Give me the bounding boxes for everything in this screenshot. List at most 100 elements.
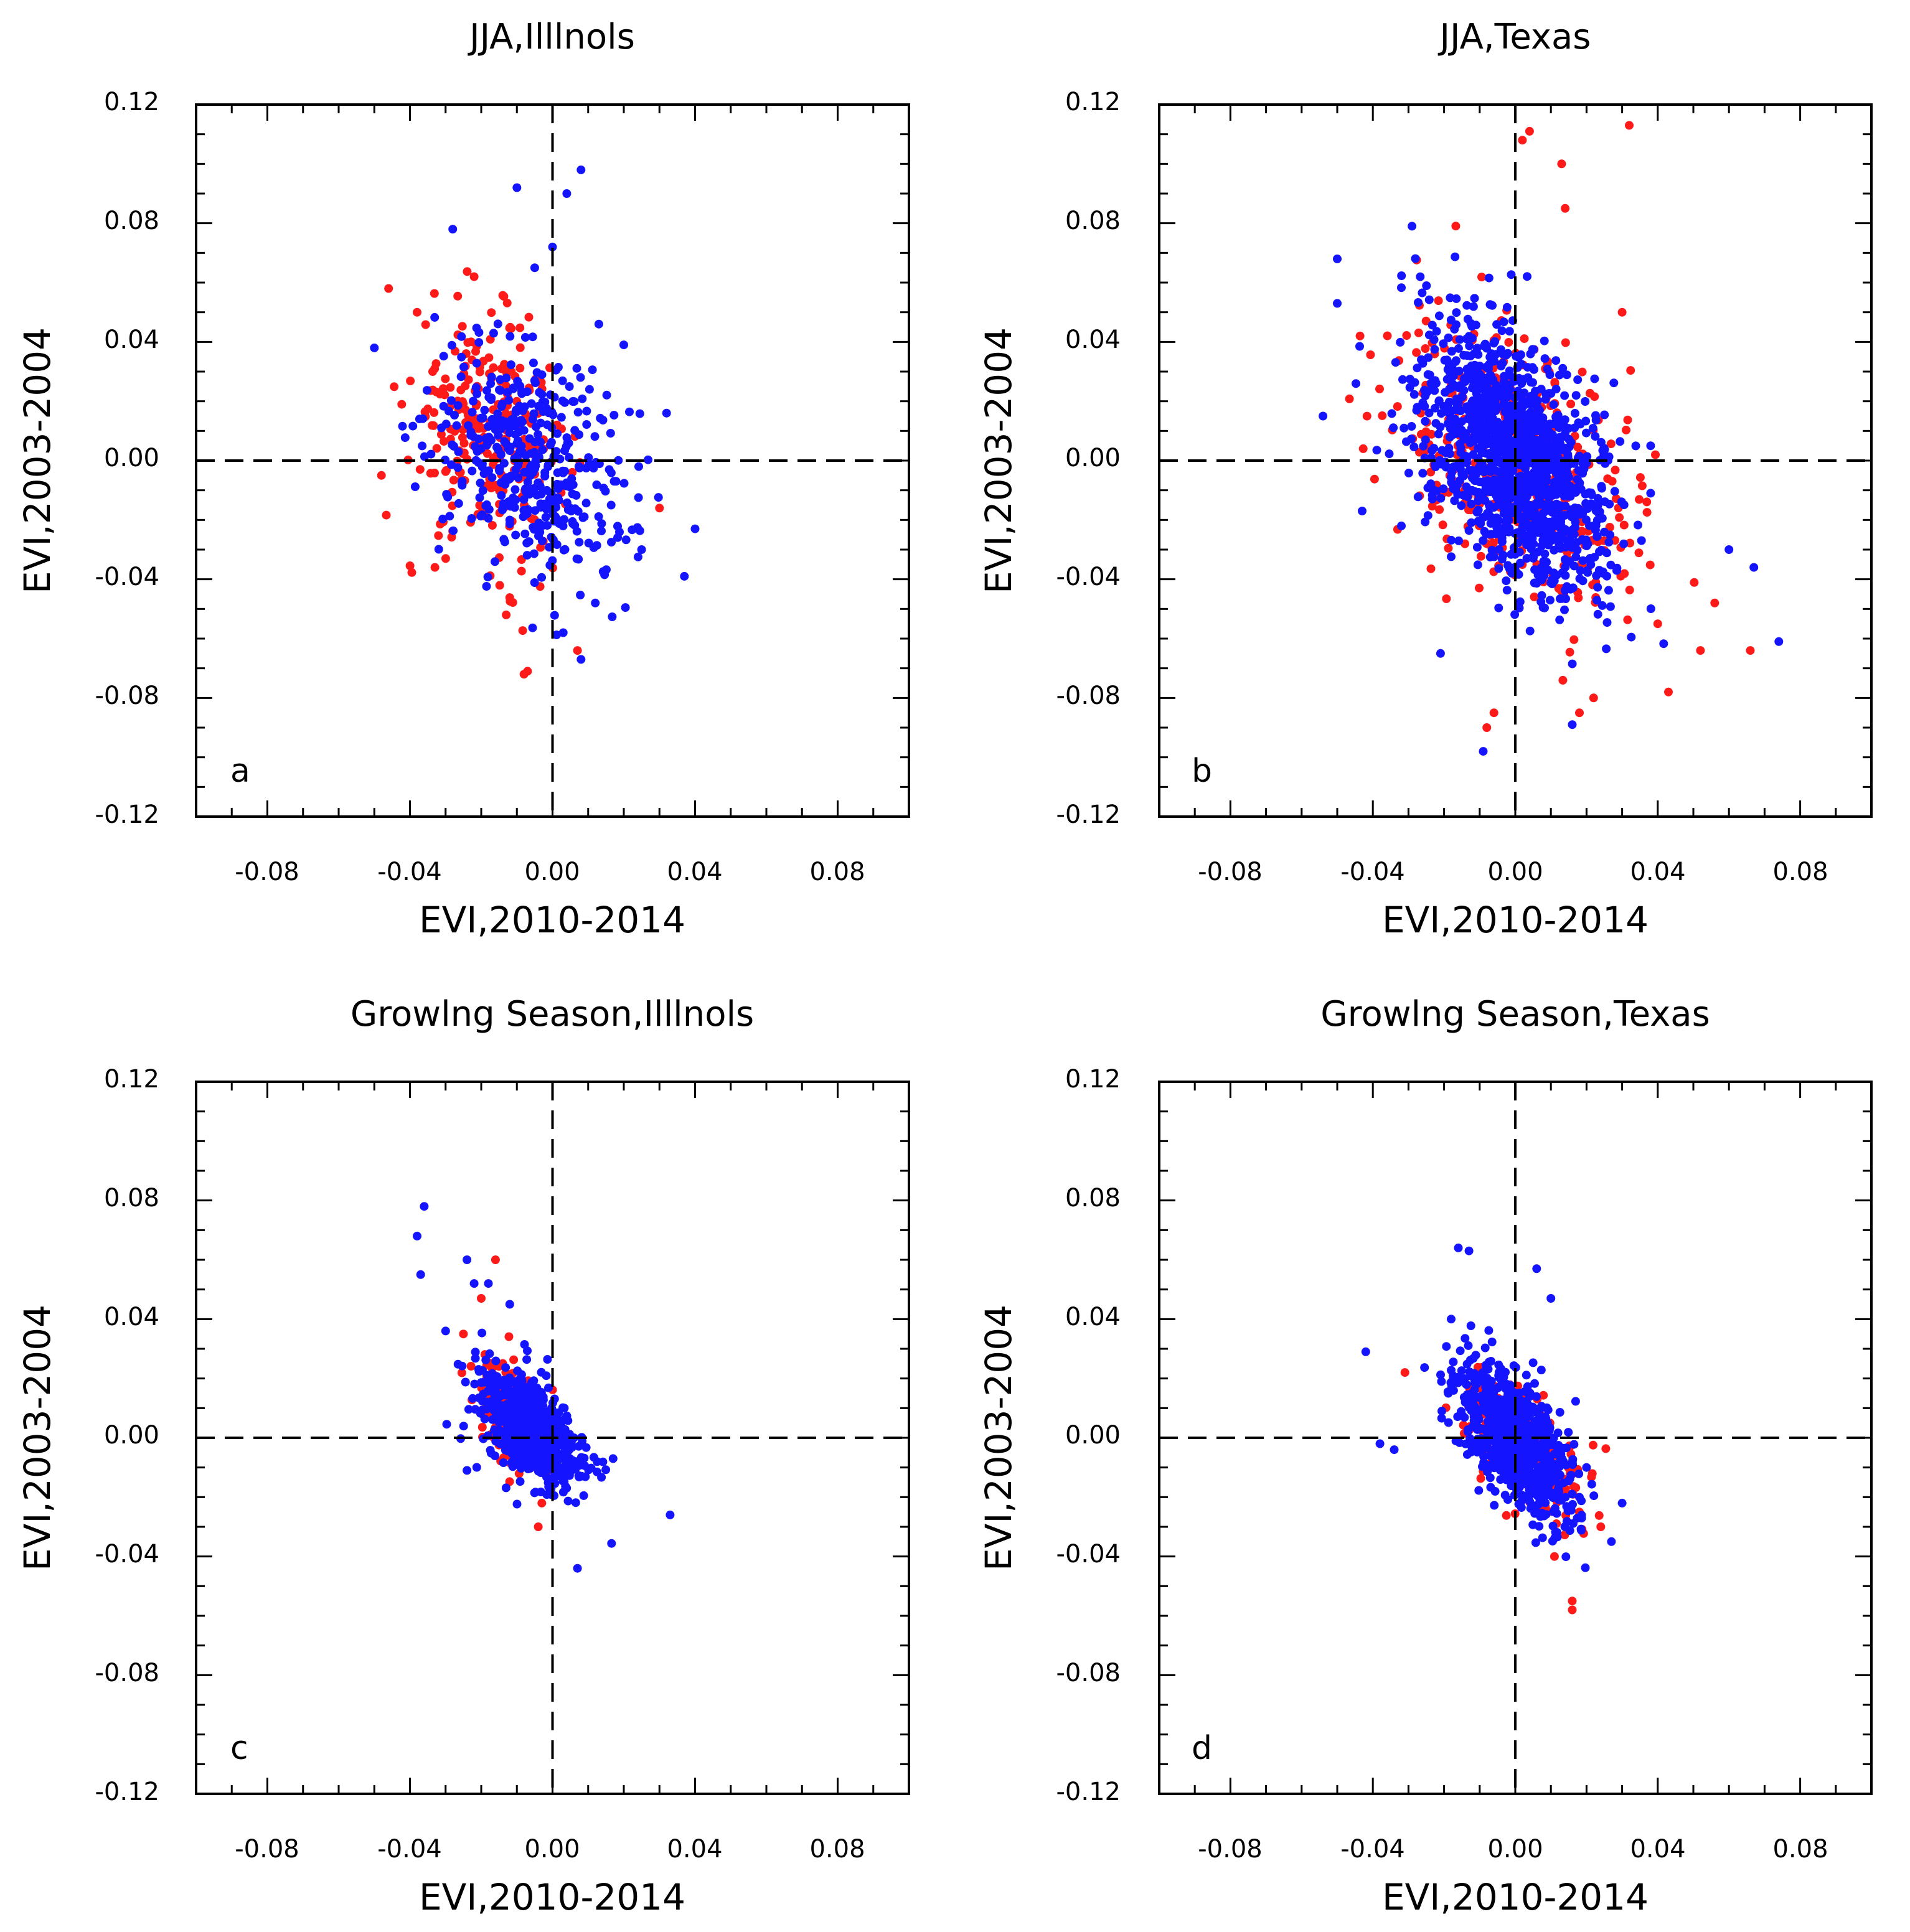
panel-d-points bbox=[1361, 1243, 1627, 1615]
panel-b-blue-point bbox=[1531, 387, 1540, 396]
panel-b-red-point bbox=[1414, 328, 1423, 337]
panel-a-blue-point bbox=[480, 405, 489, 415]
panel-b-blue-point bbox=[1489, 339, 1498, 348]
panel-a-blue-point bbox=[471, 442, 480, 451]
panel-b-blue-point bbox=[1446, 424, 1455, 433]
panel-b-red-point bbox=[1525, 126, 1534, 136]
panel-b-blue-point bbox=[1540, 549, 1550, 558]
panel-b-blue-point bbox=[1582, 566, 1591, 576]
panel-d-blue-point bbox=[1555, 1408, 1564, 1417]
panel-c-xlabel: EVI,2010-2014 bbox=[419, 1876, 685, 1918]
panel-c-blue-point bbox=[593, 1467, 601, 1476]
panel-b-blue-point bbox=[1556, 511, 1565, 520]
panel-b-blue-point bbox=[1573, 375, 1583, 385]
panel-b-blue-point bbox=[1560, 391, 1569, 400]
panel-a-red-point bbox=[382, 510, 391, 520]
panel-d-blue-point bbox=[1464, 1246, 1474, 1255]
panel-c-blue-point bbox=[530, 1409, 540, 1419]
panel-b-blue-point bbox=[1525, 626, 1535, 635]
panel-d-blue-point bbox=[1531, 1538, 1540, 1547]
panel-d-blue-point bbox=[1499, 1468, 1508, 1477]
panel-b-letter: b bbox=[1192, 753, 1212, 790]
panel-b-red-point bbox=[1611, 466, 1620, 475]
panel-a-blue-point bbox=[426, 449, 436, 459]
panel-d-blue-point bbox=[1532, 1264, 1541, 1273]
panel-b-red-point bbox=[1427, 429, 1436, 439]
panel-a-blue-point bbox=[565, 382, 574, 391]
panel-a-blue-point bbox=[430, 312, 440, 322]
panel-a-blue-point bbox=[487, 372, 496, 382]
panel-a-blue-point bbox=[535, 527, 545, 537]
panel-b-blue-point bbox=[1459, 350, 1469, 360]
panel-a-blue-point bbox=[500, 537, 509, 546]
panel-b-blue-point bbox=[1533, 396, 1543, 405]
panel-c-blue-point bbox=[526, 1440, 535, 1450]
panel-d-blue-point bbox=[1484, 1358, 1494, 1367]
panel-b-blue-point bbox=[1423, 387, 1432, 396]
panel-b-red-point bbox=[1625, 585, 1634, 594]
panel-d-blue-point bbox=[1541, 1510, 1551, 1519]
panel-b-blue-point bbox=[1498, 384, 1507, 393]
panel-b-blue-point bbox=[1537, 472, 1546, 481]
panel-c-xtick-label: 0.04 bbox=[667, 1835, 722, 1864]
panel-a-red-point bbox=[463, 267, 472, 276]
panel-c-blue-point bbox=[471, 1354, 480, 1363]
panel-a-blue-point bbox=[478, 462, 487, 472]
panel-b-blue-point bbox=[1537, 591, 1546, 600]
panel-a-blue-point bbox=[502, 373, 511, 383]
panel-b-red-point bbox=[1476, 551, 1485, 561]
panel-b-red-point bbox=[1623, 415, 1632, 424]
panel-a-blue-point bbox=[634, 493, 643, 502]
panel-d-blue-point bbox=[1533, 1500, 1542, 1509]
panel-b-red-point bbox=[1358, 444, 1368, 453]
panel-a-blue-point bbox=[466, 427, 476, 436]
panel-b-blue-point bbox=[1454, 536, 1464, 545]
panel-c-blue-point bbox=[459, 1422, 468, 1431]
panel-b-blue-point bbox=[1574, 504, 1583, 513]
panel-b-blue-point bbox=[1529, 551, 1538, 561]
panel-a-blue-point bbox=[446, 396, 456, 405]
panel-b-blue-point bbox=[1474, 505, 1483, 515]
panel-a-blue-point bbox=[484, 422, 493, 431]
panel-b-blue-point bbox=[1487, 349, 1496, 359]
panel-b-blue-point bbox=[1749, 563, 1759, 572]
panel-b-blue-point bbox=[1627, 632, 1636, 642]
panel-a-blue-point bbox=[475, 493, 484, 502]
panel-a-blue-point bbox=[530, 376, 539, 385]
panel-b-blue-point bbox=[1612, 566, 1621, 575]
panel-a-red-point bbox=[440, 437, 449, 446]
panel-b-blue-point bbox=[1774, 637, 1784, 646]
panel-d-blue-point bbox=[1563, 1504, 1573, 1513]
panel-b-blue-point bbox=[1482, 362, 1491, 372]
panel-d-ytick-label: -0.04 bbox=[1056, 1540, 1121, 1569]
panel-d-blue-point bbox=[1538, 1468, 1548, 1477]
panel-d-blue-point bbox=[1530, 1379, 1539, 1388]
panel-a-blue-point bbox=[474, 328, 484, 337]
panel-a-red-point bbox=[508, 598, 517, 607]
panel-b-yticklabels: -0.12 -0.08 -0.04 0.00 0.04 0.08 0.12 bbox=[1056, 88, 1121, 829]
panel-a-blue-point bbox=[520, 467, 529, 477]
panel-b-blue-point bbox=[1504, 527, 1513, 537]
panel-b-blue-point bbox=[1481, 484, 1490, 494]
panel-b-blue-point bbox=[1467, 499, 1476, 509]
panel-a-ytick-label: -0.04 bbox=[95, 563, 160, 591]
panel-a-red-point bbox=[453, 291, 463, 301]
panel-a-blue-point bbox=[501, 475, 510, 484]
panel-b-blue-point bbox=[1424, 408, 1434, 418]
panel-c-blue-point bbox=[453, 1359, 463, 1369]
panel-b-red-point bbox=[1561, 338, 1570, 347]
panel-b-blue-point bbox=[1385, 449, 1394, 459]
panel-c-blue-point bbox=[581, 1472, 590, 1481]
panel-b-blue-point bbox=[1582, 428, 1591, 438]
panel-b-blue-point bbox=[1470, 349, 1479, 358]
panel-b-blue-point bbox=[1532, 579, 1541, 588]
panel-b-blue-point bbox=[1597, 601, 1607, 610]
panel-b-blue-point bbox=[1482, 405, 1491, 414]
panel-b-xtick-label: 0.00 bbox=[1487, 858, 1543, 886]
panel-b-blue-point bbox=[1439, 484, 1448, 494]
panel-a-blue-point bbox=[469, 396, 478, 406]
panel-b-blue-point bbox=[1581, 397, 1590, 406]
panel-c-blue-point bbox=[499, 1458, 508, 1467]
panel-a-blue-point bbox=[491, 425, 500, 434]
panel-a-blue-point bbox=[548, 242, 557, 251]
